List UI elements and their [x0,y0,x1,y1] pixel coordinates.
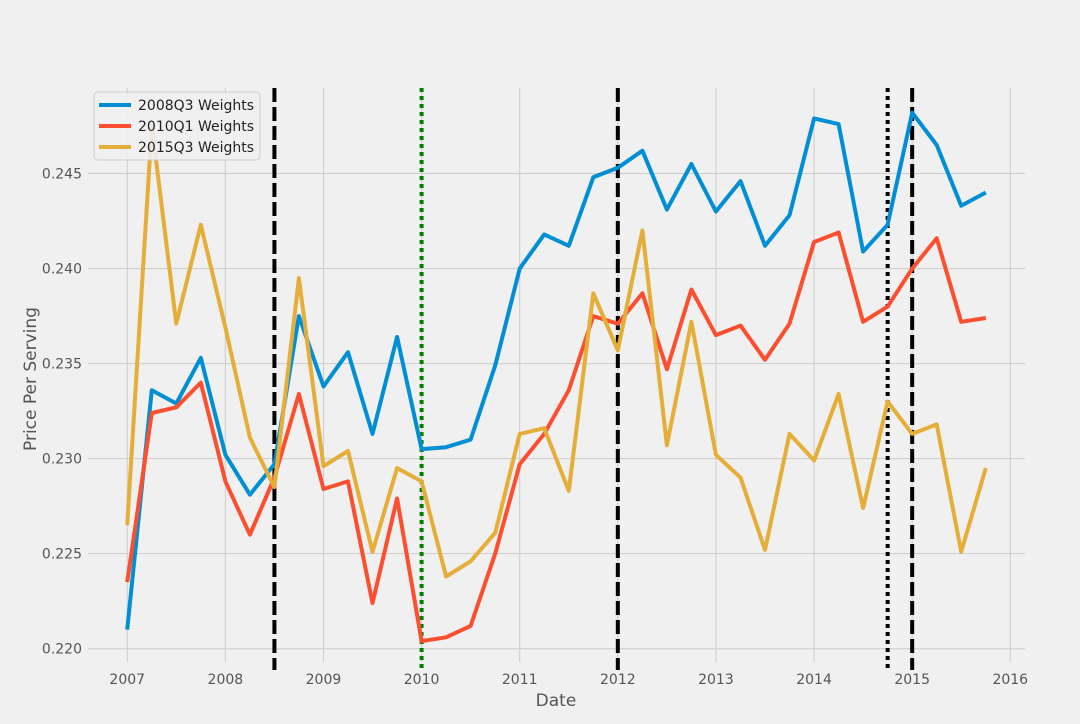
x-tick-label: 2013 [698,672,734,688]
y-tick-label: 0.240 [42,262,82,278]
series-line [125,124,988,579]
series-lines [125,110,988,644]
x-tick-label: 2008 [208,672,244,688]
tick-labels: 0.220 0.225 0.230 0.235 0.240 0.245 2007 2008 20… [42,167,1028,688]
legend: 2008Q3 Weights 2010Q1 Weights 2015Q3 Weigh… [93,91,261,161]
vertical-reference-lines [272,88,915,670]
x-tick-label: 2007 [109,672,145,688]
legend-box [93,91,261,161]
x-axis-label: Date [536,691,577,711]
y-tick-label: 0.225 [42,547,82,563]
x-tick-label: 2016 [992,672,1028,688]
y-tick-label: 0.220 [42,642,82,658]
x-tick-label: 2012 [600,672,636,688]
series-line [125,110,987,630]
x-tick-label: 2011 [502,672,538,688]
legend-entry: 2008Q3 Weights [138,98,254,114]
grid [88,88,1025,662]
legend-entry: 2015Q3 Weights [138,140,254,156]
x-tick-label: 2015 [894,672,930,688]
x-tick-label: 2014 [796,672,832,688]
y-tick-label: 0.235 [42,357,82,373]
legend-entry: 2010Q1 Weights [138,119,254,135]
y-tick-label: 0.245 [42,167,82,183]
x-tick-label: 2010 [404,672,440,688]
series-line [125,230,987,644]
y-axis-label: Price Per Serving [21,307,41,451]
x-tick-label: 2009 [306,672,342,688]
y-tick-label: 0.230 [42,452,82,468]
